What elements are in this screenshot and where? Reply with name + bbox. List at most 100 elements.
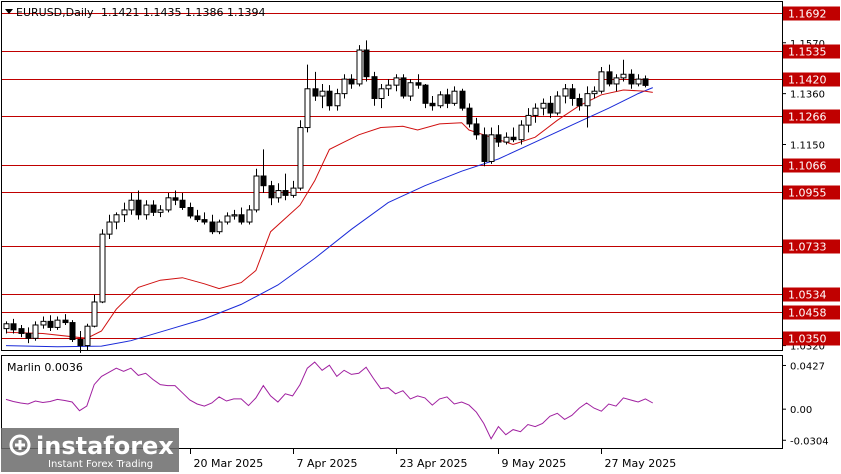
candle [356, 45, 363, 87]
candle [326, 85, 333, 111]
candle [451, 86, 458, 106]
candle [437, 91, 444, 109]
candle [422, 83, 429, 109]
ohlc-label: 1.1421 1.1435 1.1386 1.1394 [101, 6, 265, 19]
candle [473, 117, 480, 140]
candle [84, 323, 91, 351]
bear-candle-body [510, 136, 517, 141]
bull-candle-body [54, 319, 61, 328]
candle [143, 200, 150, 220]
bear-candle-body [135, 199, 142, 216]
bull-candle-body [532, 107, 539, 116]
candle [415, 74, 422, 89]
watermark-tagline: Instant Forex Trading [48, 459, 153, 470]
bull-candle-body [224, 215, 231, 223]
bear-candle-body [172, 197, 179, 201]
bear-candle-body [473, 123, 480, 136]
bear-candle-body [209, 221, 216, 233]
bear-candle-body [150, 204, 157, 213]
fast-ma-line [5, 89, 653, 339]
instaforex-watermark: instaforex Instant Forex Trading [1, 428, 179, 472]
candle [481, 127, 488, 167]
candle [179, 192, 186, 210]
bull-candle-body [334, 93, 341, 107]
candle [113, 212, 120, 230]
bull-candle-body [216, 221, 223, 233]
candle [569, 83, 576, 106]
level-label: 1.1420 [788, 74, 827, 87]
bull-candle-body [584, 93, 591, 107]
candle [165, 192, 172, 213]
candle [459, 88, 466, 111]
candlesticks [3, 40, 649, 353]
candle [341, 74, 348, 99]
bull-candle-body [304, 88, 311, 129]
candle [253, 168, 260, 213]
bull-candle-body [253, 175, 260, 211]
bear-candle-body [62, 319, 69, 324]
candle [47, 315, 54, 332]
candle [25, 327, 32, 344]
bear-candle-body [400, 77, 407, 97]
oscillator-axis: 0.0427 0.00 -0.0304 [782, 361, 829, 447]
candle [606, 64, 613, 87]
bull-candle-body [620, 73, 627, 79]
candle [77, 331, 84, 353]
level-label-box [783, 158, 840, 173]
chart-menu-arrow-icon[interactable] [5, 9, 13, 14]
level-label-box [783, 44, 840, 59]
candle [319, 83, 326, 109]
candle [576, 93, 583, 111]
candle [18, 324, 25, 338]
indicator-label: Marlin 0.0036 [7, 361, 83, 374]
bull-candle-body [113, 214, 120, 223]
bear-candle-body [576, 97, 583, 107]
bull-candle-body [540, 102, 547, 109]
level-label: 1.1535 [788, 46, 827, 59]
candle [231, 209, 238, 220]
candle [503, 132, 510, 145]
candle [69, 320, 76, 342]
bear-candle-body [444, 94, 451, 104]
bear-candle-body [201, 219, 208, 223]
bear-candle-body [268, 185, 275, 199]
candle [532, 103, 539, 123]
bull-candle-body [562, 88, 569, 97]
bear-candle-body [429, 102, 436, 107]
candle [393, 74, 400, 92]
moving-averages [5, 87, 653, 348]
price-tick-label: 1.1570 [790, 39, 825, 50]
candle [378, 83, 385, 109]
candle [591, 86, 598, 99]
bear-candle-body [312, 88, 319, 97]
candle [238, 207, 245, 225]
candle [304, 64, 311, 133]
bear-candle-body [569, 88, 576, 99]
candle [488, 127, 495, 164]
bull-candle-body [385, 84, 392, 90]
time-axis: 20 Mar 2025 7 Apr 2025 23 Apr 2025 9 May 20… [190, 449, 676, 470]
bull-candle-body [554, 95, 561, 114]
bear-candle-body [642, 78, 649, 86]
candle [135, 190, 142, 220]
bear-candle-body [18, 328, 25, 334]
level-label: 1.0458 [788, 307, 827, 320]
level-label: 1.0955 [788, 187, 827, 200]
candle [224, 212, 231, 225]
bear-candle-body [47, 320, 54, 328]
bull-candle-body [525, 114, 532, 126]
bull-candle-body [635, 78, 642, 85]
level-label-box [783, 72, 840, 87]
bear-candle-body [238, 214, 245, 223]
bull-candle-body [106, 221, 113, 235]
bull-candle-body [246, 209, 253, 223]
candle [194, 209, 201, 223]
bear-candle-body [348, 78, 355, 85]
bull-candle-body [91, 301, 98, 327]
bear-candle-body [481, 134, 488, 162]
candle [407, 79, 414, 101]
time-tick-label: 23 Apr 2025 [400, 457, 468, 470]
level-label-box [783, 287, 840, 302]
level-label-box [783, 185, 840, 200]
